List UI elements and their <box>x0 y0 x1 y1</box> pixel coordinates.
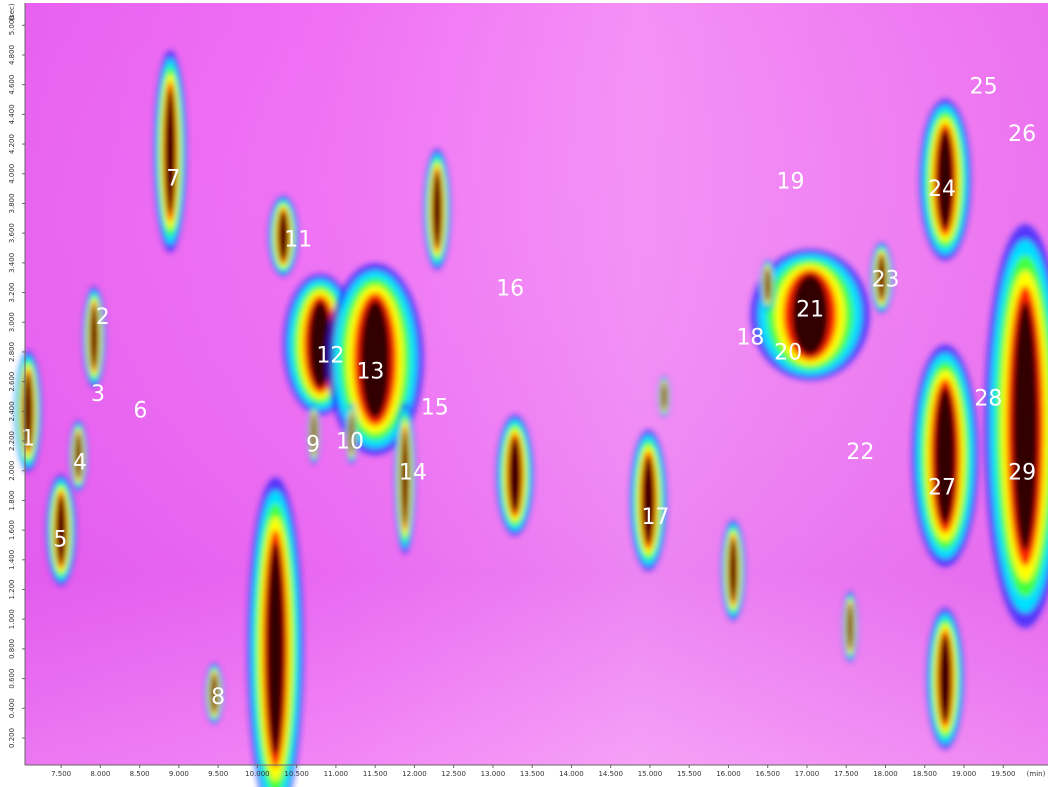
x-tick-label: 16.000 <box>716 770 741 778</box>
contour-level <box>848 605 853 649</box>
y-tick-label: 1.800 <box>8 490 16 510</box>
x-tick-label: 14.500 <box>598 770 623 778</box>
x-tick-label: 15.000 <box>638 770 663 778</box>
x-tick-label: 7.500 <box>51 770 71 778</box>
peak-label: 29 <box>1008 461 1036 486</box>
peak-label: 4 <box>73 450 87 475</box>
x-tick-label: 8.500 <box>130 770 150 778</box>
y-tick-label: 4.800 <box>8 45 16 65</box>
peak-label: 18 <box>736 326 764 351</box>
contour-level <box>1012 301 1038 550</box>
peak-label: 20 <box>774 340 802 365</box>
x-axis-label: (min) <box>1027 770 1046 778</box>
y-tick-label: 1.400 <box>8 550 16 570</box>
peak-label: 1 <box>21 427 35 452</box>
y-tick-label: 0.400 <box>8 698 16 718</box>
peak-label: 3 <box>91 382 105 407</box>
x-tick-label: 19.000 <box>952 770 977 778</box>
x-tick-label: 12.000 <box>402 770 427 778</box>
peak-label: 23 <box>871 268 899 293</box>
peak-label: 10 <box>336 430 364 455</box>
peak-label: 7 <box>166 167 180 192</box>
y-axis-label: (sec) <box>8 3 16 21</box>
contour-level <box>642 457 654 544</box>
x-tick-label: 18.500 <box>912 770 937 778</box>
peak-label: 19 <box>776 170 804 195</box>
y-tick-label: 1.000 <box>8 609 16 629</box>
y-tick-label: 0.800 <box>8 639 16 659</box>
contour-level <box>662 384 666 409</box>
x-tick-label: 17.500 <box>834 770 859 778</box>
peak-label: 28 <box>974 386 1002 411</box>
x-tick-label: 15.500 <box>677 770 702 778</box>
x-tick-label: 10.000 <box>245 770 270 778</box>
contour-level <box>935 387 956 524</box>
x-tick-label: 16.500 <box>755 770 780 778</box>
x-tick-label: 9.000 <box>169 770 189 778</box>
x-tick-label: 9.500 <box>208 770 228 778</box>
peak-label: 6 <box>133 398 147 423</box>
y-tick-label: 2.400 <box>8 401 16 421</box>
y-tick-label: 3.400 <box>8 253 16 273</box>
contour-level <box>433 172 441 247</box>
peak-label: 17 <box>641 505 669 530</box>
x-tick-label: 13.500 <box>520 770 545 778</box>
peak-label: 8 <box>211 685 225 710</box>
contour-level <box>509 438 521 513</box>
peak-label: 9 <box>306 432 320 457</box>
y-tick-label: 2.200 <box>8 431 16 451</box>
peak-label: 12 <box>316 343 344 368</box>
y-tick-label: 3.800 <box>8 193 16 213</box>
contour-level <box>729 539 737 601</box>
peak-label: 13 <box>356 360 384 385</box>
contour-level <box>939 635 951 722</box>
y-tick-label: 2.800 <box>8 342 16 362</box>
peak-label: 22 <box>846 440 874 465</box>
x-tick-label: 12.500 <box>441 770 466 778</box>
peak-label: 5 <box>53 527 67 552</box>
contour-level <box>765 270 770 301</box>
y-tick-label: 0.200 <box>8 728 16 748</box>
peak-label: 14 <box>399 461 427 486</box>
x-tick-label: 10.500 <box>284 770 309 778</box>
x-tick-label: 13.000 <box>481 770 506 778</box>
x-tick-label: 19.500 <box>991 770 1016 778</box>
chart: 1234567891011121314151617181920212223242… <box>0 0 1048 787</box>
contour-level <box>267 543 285 755</box>
y-tick-label: 4.400 <box>8 104 16 124</box>
peak-label: 27 <box>928 476 956 501</box>
peak-label: 26 <box>1008 122 1036 147</box>
peak-label: 25 <box>970 75 998 100</box>
y-tick-label: 3.200 <box>8 283 16 303</box>
y-tick-label: 1.600 <box>8 520 16 540</box>
peak-label: 21 <box>796 297 824 322</box>
peak-label: 24 <box>928 177 956 202</box>
y-tick-label: 2.000 <box>8 461 16 481</box>
y-tick-label: 4.000 <box>8 164 16 184</box>
y-tick-label: 0.600 <box>8 669 16 689</box>
y-tick-label: 3.600 <box>8 223 16 243</box>
x-tick-label: 17.000 <box>795 770 820 778</box>
peak-label: 16 <box>496 277 524 302</box>
x-tick-label: 11.000 <box>324 770 349 778</box>
x-tick-label: 8.000 <box>90 770 110 778</box>
contour-level <box>165 89 175 214</box>
y-tick-label: 1.200 <box>8 579 16 599</box>
x-tick-label: 14.000 <box>559 770 584 778</box>
x-tick-label: 11.500 <box>363 770 388 778</box>
peak-label: 2 <box>96 305 110 330</box>
y-tick-label: 4.200 <box>8 134 16 154</box>
page: 1234567891011121314151617181920212223242… <box>0 0 1048 787</box>
y-tick-label: 4.600 <box>8 75 16 95</box>
x-tick-label: 18.000 <box>873 770 898 778</box>
y-tick-label: 2.600 <box>8 372 16 392</box>
peak-label: 11 <box>284 228 312 253</box>
peak-label: 15 <box>421 395 449 420</box>
y-tick-label: 3.000 <box>8 312 16 332</box>
